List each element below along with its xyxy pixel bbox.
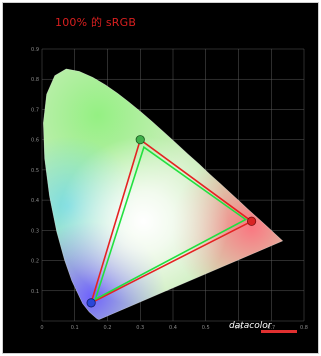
- measured-gamut-triangle: [94, 145, 248, 301]
- x-tick-label-4: 0.4: [169, 325, 177, 331]
- y-tick-label-3: 0.4: [31, 198, 39, 204]
- y-tick-label-7: 0.8: [31, 77, 39, 83]
- datacolor-watermark: datacolor: [229, 321, 272, 331]
- x-tick-label-6: 0.6: [235, 325, 243, 331]
- white-point-glow: [58, 136, 229, 307]
- chromaticity-fill: [42, 68, 284, 320]
- y-tick-label-4: 0.5: [31, 168, 39, 174]
- y-tick-label-2: 0.3: [31, 228, 39, 234]
- red-primary-marker: [247, 216, 257, 226]
- y-tick-label-0: 0.1: [31, 289, 39, 295]
- x-tick-label-0: 0: [40, 325, 43, 331]
- y-tick-label-1: 0.2: [31, 259, 39, 265]
- reference-gamut-triangle: [89, 138, 254, 305]
- cie-chromaticity-plot: 0 0.1 0.2 0.3 0.4 0.5 0.6 0.7 0.8 0.1 0.2 0.3 0.4 0.5…: [31, 47, 308, 331]
- y-tick-label-6: 0.7: [31, 107, 39, 113]
- chart-frame: 100% 的 sRGB: [2, 2, 319, 354]
- axis-ticks: 0 0.1 0.2 0.3 0.4 0.5 0.6 0.7 0.8 0.1 0.2 0.3 0.4 0.5…: [31, 47, 308, 331]
- y-tick-label-8: 0.9: [31, 47, 39, 53]
- x-tick-label-8: 0.8: [300, 325, 308, 331]
- green-primary-marker: [135, 135, 145, 145]
- x-tick-label-7: 0.7: [267, 325, 275, 331]
- y-tick-label-5: 0.6: [31, 138, 39, 144]
- spectral-locus-outline: [42, 68, 284, 320]
- datacolor-brand-bar: [261, 330, 297, 333]
- x-tick-label-3: 0.3: [136, 325, 144, 331]
- x-tick-label-1: 0.1: [71, 325, 79, 331]
- chart-title: 100% 的 sRGB: [55, 16, 137, 29]
- x-tick-label-5: 0.5: [202, 325, 210, 331]
- x-tick-label-2: 0.2: [104, 325, 112, 331]
- blue-primary-marker: [86, 298, 96, 308]
